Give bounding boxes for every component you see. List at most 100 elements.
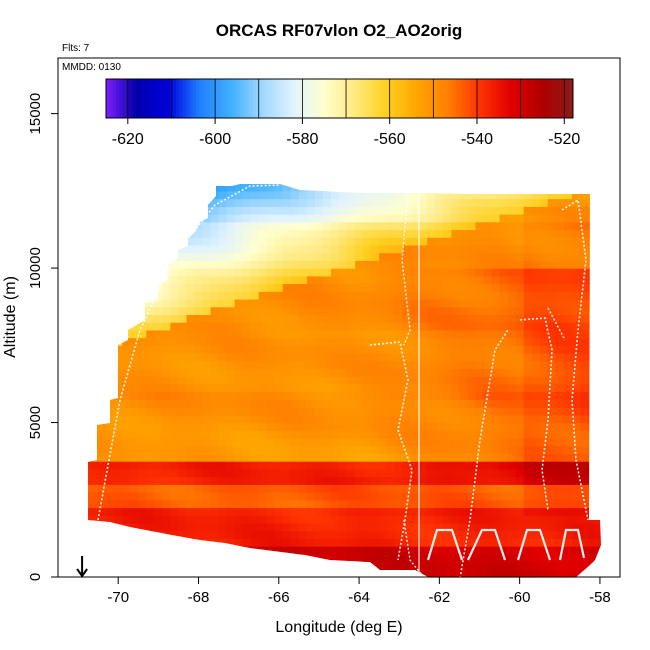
- heatmap-cell: [347, 268, 356, 277]
- heatmap-cell: [595, 445, 601, 455]
- heatmap-cell: [555, 530, 565, 539]
- heatmap-cell: [411, 268, 420, 277]
- heatmap-cell: [170, 468, 180, 478]
- heatmap-cell: [419, 468, 428, 478]
- heatmap-cell: [66, 407, 75, 415]
- heatmap-cell: [379, 314, 388, 323]
- heatmap-cell: [595, 268, 601, 277]
- heatmap-cell: [266, 492, 276, 501]
- heatmap-cell: [58, 492, 67, 500]
- heatmap-cell: [411, 190, 420, 200]
- heatmap-cell: [547, 376, 557, 385]
- heatmap-cell: [226, 214, 236, 223]
- heatmap-cell: [587, 414, 597, 424]
- heatmap-cell: [234, 414, 244, 424]
- heatmap-cell: [106, 368, 115, 377]
- colorbar-swatch: [226, 79, 230, 118]
- heatmap-cell: [226, 476, 236, 485]
- heatmap-cell: [595, 453, 601, 462]
- heatmap-cell: [387, 237, 396, 246]
- heatmap-cell: [274, 322, 284, 331]
- heatmap-cell: [355, 291, 364, 300]
- heatmap-cell: [242, 206, 252, 215]
- heatmap-cell: [595, 306, 601, 316]
- heatmap-cell: [146, 522, 155, 532]
- heatmap-cell: [146, 553, 155, 563]
- heatmap-cell: [258, 530, 268, 539]
- heatmap-cell: [371, 530, 380, 539]
- heatmap-cell: [531, 453, 541, 462]
- heatmap-cell: [411, 561, 420, 570]
- colorbar-swatch: [339, 79, 344, 118]
- heatmap-cell: [194, 499, 204, 509]
- heatmap-cell: [106, 476, 115, 485]
- heatmap-cell: [411, 492, 420, 501]
- heatmap-cell: [154, 437, 163, 447]
- heatmap-cell: [467, 298, 477, 308]
- heatmap-cell: [306, 368, 316, 377]
- heatmap-cell: [162, 275, 171, 285]
- heatmap-cell: [130, 476, 139, 485]
- heatmap-cell: [66, 368, 75, 376]
- heatmap-cell: [88, 275, 91, 285]
- heatmap-cell: [523, 515, 533, 524]
- heatmap-cell: [106, 538, 115, 547]
- colorbar-swatch: [469, 79, 474, 118]
- heatmap-cell: [411, 291, 420, 300]
- heatmap-cell: [387, 268, 396, 277]
- heatmap-cell: [98, 329, 107, 339]
- heatmap-cell: [250, 437, 260, 447]
- heatmap-cell: [242, 437, 252, 447]
- heatmap-cell: [298, 283, 308, 292]
- heatmap-cell: [355, 206, 364, 215]
- heatmap-cell: [612, 531, 621, 539]
- heatmap-cell: [162, 368, 171, 377]
- heatmap-cell: [154, 492, 163, 501]
- heatmap-cell: [443, 437, 452, 447]
- heatmap-cell: [419, 376, 428, 385]
- heatmap-cell: [282, 314, 292, 323]
- heatmap-cell: [98, 484, 107, 493]
- heatmap-cell: [170, 453, 180, 462]
- heatmap-cell: [371, 291, 380, 300]
- heatmap-cell: [379, 383, 388, 393]
- heatmap-cell: [451, 206, 461, 215]
- heatmap-cell: [491, 399, 501, 408]
- heatmap-cell: [363, 569, 372, 578]
- heatmap-cell: [467, 383, 477, 393]
- colorbar-swatch: [256, 79, 260, 118]
- heatmap-cell: [563, 275, 573, 285]
- heatmap-cell: [539, 206, 549, 215]
- heatmap-cell: [298, 383, 308, 393]
- heatmap-cell: [387, 468, 396, 478]
- heatmap-cell: [74, 314, 83, 322]
- heatmap-cell: [595, 275, 601, 285]
- heatmap-cell: [555, 430, 565, 439]
- heatmap-cell: [451, 252, 461, 261]
- heatmap-cell: [290, 515, 300, 524]
- heatmap-cell: [314, 383, 324, 393]
- heatmap-cell: [74, 206, 83, 214]
- heatmap-cell: [162, 538, 171, 547]
- heatmap-cell: [579, 252, 589, 261]
- heatmap-cell: [154, 252, 163, 261]
- heatmap-cell: [483, 306, 493, 316]
- heatmap-cell: [162, 530, 171, 539]
- heatmap-cell: [419, 368, 428, 377]
- heatmap-cell: [202, 260, 212, 269]
- heatmap-cell: [419, 414, 428, 424]
- heatmap-cell: [507, 275, 517, 285]
- heatmap-cell: [539, 461, 549, 470]
- heatmap-cell: [451, 391, 461, 400]
- heatmap-cell: [106, 445, 115, 455]
- heatmap-cell: [427, 252, 436, 261]
- heatmap-cell: [395, 283, 404, 292]
- heatmap-cell: [226, 314, 236, 323]
- heatmap-cell: [242, 360, 252, 370]
- heatmap-cell: [532, 175, 541, 183]
- heatmap-cell: [555, 184, 565, 192]
- heatmap-cell: [58, 361, 67, 369]
- heatmap-cell: [178, 314, 188, 323]
- heatmap-cell: [459, 538, 469, 547]
- heatmap-cell: [555, 252, 565, 261]
